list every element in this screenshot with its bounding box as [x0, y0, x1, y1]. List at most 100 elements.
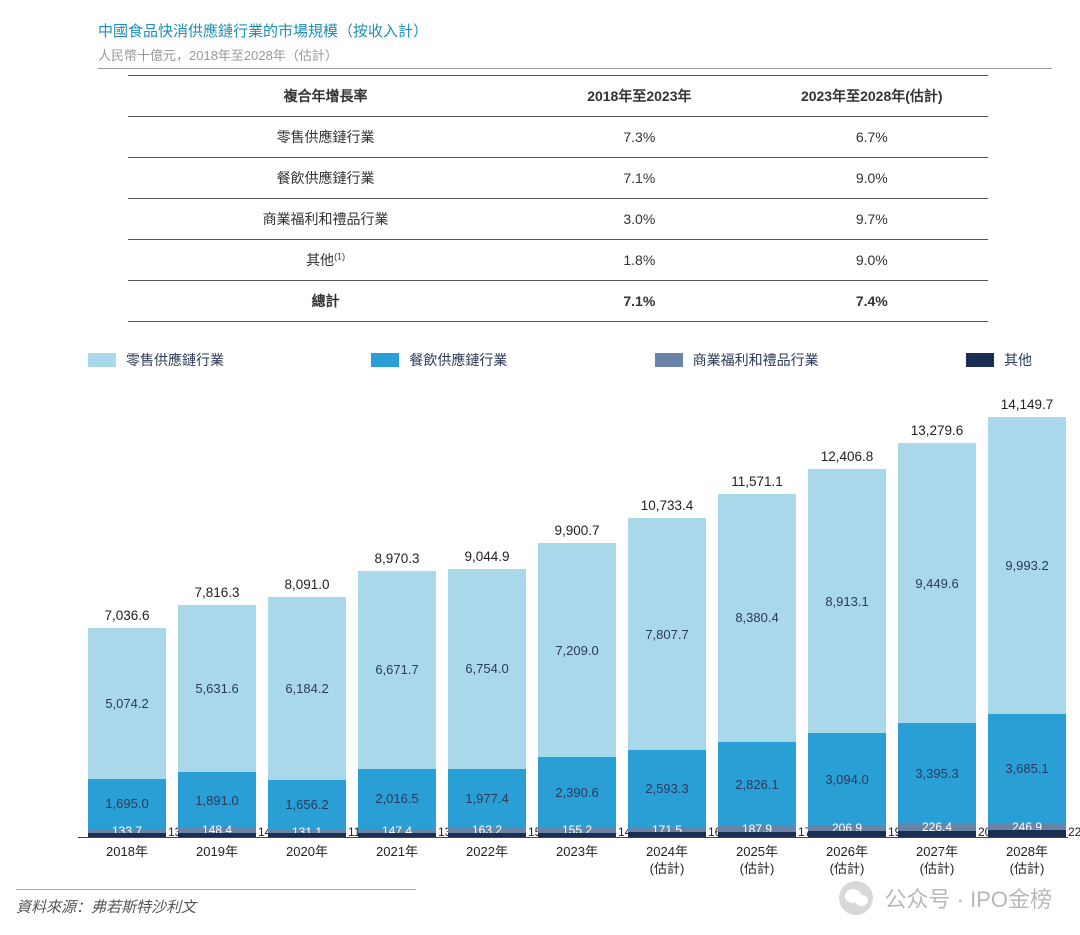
- legend-item: 零售供應鏈行業: [88, 350, 224, 370]
- wechat-label: 公众号 · IPO金榜: [885, 882, 1052, 914]
- bar-total-label: 7,036.6: [104, 608, 149, 623]
- bar-segment-catering: 3,094.0: [808, 733, 886, 825]
- segment-value-label: 1,656.2: [285, 797, 328, 812]
- bar-segment-retail: 9,449.6: [898, 443, 976, 723]
- bar-segment-retail: 7,807.7: [628, 518, 706, 750]
- bar-segment-other: [358, 833, 436, 837]
- segment-value-label: 2,826.1: [735, 777, 778, 792]
- bar-segment-other: [88, 833, 166, 837]
- total-c2: 7.4%: [756, 281, 988, 322]
- bar-segment-welfare: 226.4: [898, 824, 976, 831]
- th-cagr: 複合年增長率: [128, 76, 523, 117]
- segment-value-label: 3,685.1: [1005, 761, 1048, 776]
- cell-period1: 1.8%: [523, 240, 755, 281]
- th-period2: 2023年至2028年(估計): [756, 76, 988, 117]
- chart-title: 中國食品快消供應鏈行業的市場規模（按收入計）: [98, 20, 1052, 41]
- total-label: 總計: [128, 281, 523, 322]
- cagr-table: 複合年增長率 2018年至2023年 2023年至2028年(估計) 零售供應鏈…: [128, 75, 988, 322]
- wechat-watermark: 公众号 · IPO金榜: [839, 881, 1052, 915]
- bar-segment-other: [538, 833, 616, 837]
- bar-group: 8,091.06,184.21,656.2131.1119.5: [268, 597, 346, 837]
- segment-value-label: 9,449.6: [915, 576, 958, 591]
- x-axis-label: 2019年: [172, 844, 262, 861]
- table-row: 其他(1)1.8%9.0%: [128, 240, 988, 281]
- bar-segment-catering: 1,695.0: [88, 779, 166, 829]
- bar-group: 8,970.36,671.72,016.5147.4134.7: [358, 571, 436, 837]
- bar-group: 14,149.79,993.23,685.1246.9224.4: [988, 417, 1066, 837]
- legend-swatch: [88, 353, 116, 367]
- stacked-bar-chart: 7,036.65,074.21,695.0133.7133.87,816.35,…: [78, 378, 1078, 898]
- legend-item: 其他: [966, 350, 1032, 370]
- bar-segment-welfare: 246.9: [988, 823, 1066, 830]
- cell-period1: 7.3%: [523, 117, 755, 158]
- table-header-row: 複合年增長率 2018年至2023年 2023年至2028年(估計): [128, 76, 988, 117]
- cell-period2: 6.7%: [756, 117, 988, 158]
- bar-segment-retail: 6,671.7: [358, 571, 436, 769]
- bar-segment-catering: 1,656.2: [268, 780, 346, 829]
- cell-period2: 9.0%: [756, 240, 988, 281]
- segment-value-label: 1,891.0: [195, 793, 238, 808]
- cell-period2: 9.0%: [756, 158, 988, 199]
- segment-value-label: 6,754.0: [465, 661, 508, 676]
- bar-segment-other: [628, 832, 706, 837]
- legend-swatch: [371, 353, 399, 367]
- segment-value-label: 5,074.2: [105, 696, 148, 711]
- legend-item: 商業福利和禮品行業: [655, 350, 819, 370]
- bar-segment-catering: 2,390.6: [538, 757, 616, 828]
- x-axis-label: 2027年(估計): [892, 844, 982, 878]
- x-axis-label: 2022年: [442, 844, 532, 861]
- bar-segment-retail: 6,184.2: [268, 597, 346, 781]
- table-row: 零售供應鏈行業7.3%6.7%: [128, 117, 988, 158]
- segment-value-label: 2,390.6: [555, 785, 598, 800]
- row-label: 餐飲供應鏈行業: [128, 158, 523, 199]
- bar-segment-catering: 1,977.4: [448, 769, 526, 828]
- source-citation: 資料來源：弗若斯特沙利文: [16, 889, 416, 917]
- row-label: 商業福利和禮品行業: [128, 199, 523, 240]
- segment-value-label: 2,016.5: [375, 791, 418, 806]
- cell-period1: 3.0%: [523, 199, 755, 240]
- bar-segment-catering: 2,593.3: [628, 750, 706, 827]
- bar-group: 7,816.35,631.61,891.0148.4145.3: [178, 605, 256, 837]
- bar-segment-retail: 5,074.2: [88, 628, 166, 779]
- segment-value-label: 7,807.7: [645, 627, 688, 642]
- bar-segment-catering: 2,016.5: [358, 769, 436, 829]
- bar-group: 11,571.18,380.42,826.1187.9176.7: [718, 494, 796, 837]
- bar-segment-other: [808, 831, 886, 837]
- wechat-icon: [839, 881, 873, 915]
- bar-group: 10,733.47,807.72,593.3171.5161.0: [628, 518, 706, 837]
- bar-segment-retail: 6,754.0: [448, 569, 526, 769]
- x-axis-label: 2025年(估計): [712, 844, 802, 878]
- segment-value-label: 2,593.3: [645, 781, 688, 796]
- bar-segment-other: [988, 830, 1066, 837]
- bar-segment-retail: 8,380.4: [718, 494, 796, 743]
- bar-group: 7,036.65,074.21,695.0133.7133.8: [88, 628, 166, 837]
- bar-group: 9,044.96,754.01,977.4163.2150.4: [448, 569, 526, 837]
- segment-value-label: 7,209.0: [555, 643, 598, 658]
- legend-label: 商業福利和禮品行業: [693, 350, 819, 370]
- bar-total-label: 8,091.0: [284, 577, 329, 592]
- chart-subtitle: 人民幣十億元，2018年至2028年（估計）: [98, 45, 1052, 64]
- bar-segment-other: [718, 832, 796, 837]
- th-period1: 2018年至2023年: [523, 76, 755, 117]
- bar-group: 9,900.77,209.02,390.6155.2145.9: [538, 543, 616, 837]
- bar-total-label: 12,406.8: [821, 449, 874, 464]
- bar-segment-catering: 3,685.1: [988, 714, 1066, 823]
- segment-value-label: 8,380.4: [735, 610, 778, 625]
- segment-value-label: 6,184.2: [285, 681, 328, 696]
- legend-item: 餐飲供應鏈行業: [371, 350, 507, 370]
- bar-segment-catering: 3,395.3: [898, 723, 976, 824]
- segment-value-label: 9,993.2: [1005, 558, 1048, 573]
- cell-period1: 7.1%: [523, 158, 755, 199]
- segment-value-label: 1,695.0: [105, 796, 148, 811]
- table-row: 商業福利和禮品行業3.0%9.7%: [128, 199, 988, 240]
- segment-value-label: 6,671.7: [375, 662, 418, 677]
- bar-total-label: 11,571.1: [731, 474, 783, 489]
- segment-value-label: 3,094.0: [825, 772, 868, 787]
- bar-segment-retail: 8,913.1: [808, 469, 886, 734]
- row-label: 零售供應鏈行業: [128, 117, 523, 158]
- bar-total-label: 13,279.6: [911, 423, 964, 438]
- bar-segment-retail: 7,209.0: [538, 543, 616, 757]
- table-total-row: 總計7.1%7.4%: [128, 281, 988, 322]
- bar-group: 13,279.69,449.63,395.3226.4208.3: [898, 443, 976, 837]
- bar-segment-catering: 2,826.1: [718, 742, 796, 826]
